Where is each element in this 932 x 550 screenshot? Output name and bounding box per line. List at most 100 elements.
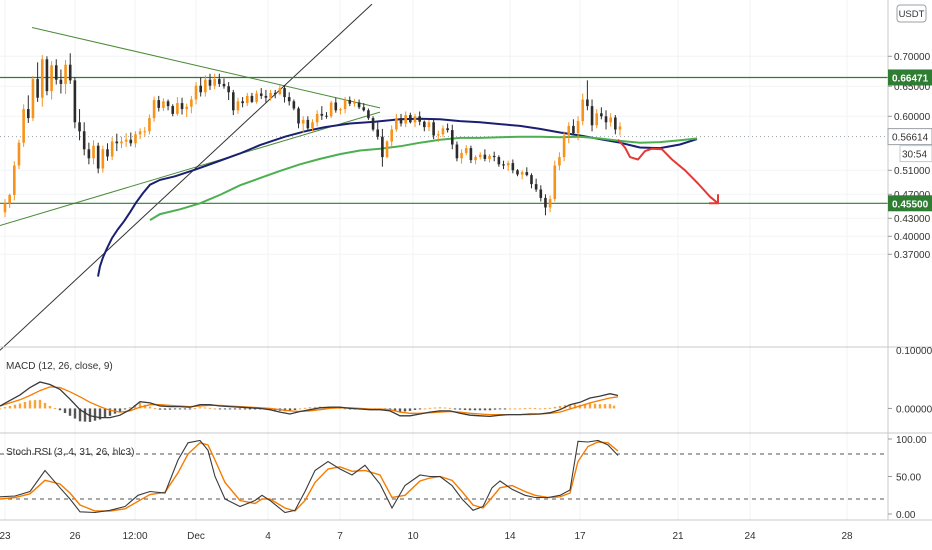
candle[interactable] [134,131,137,148]
candle[interactable] [343,97,347,114]
candle[interactable] [287,92,291,106]
candle[interactable] [618,122,622,136]
candle[interactable] [371,116,375,132]
candle[interactable] [218,73,221,87]
candle[interactable] [166,99,170,111]
price-pane[interactable] [0,3,888,351]
moving-average-line[interactable] [149,135,698,221]
candle[interactable] [432,119,435,140]
candle[interactable] [162,98,165,111]
candle[interactable] [115,133,119,152]
candle[interactable] [478,152,482,160]
candle[interactable] [460,149,463,164]
candle[interactable] [339,107,342,115]
candle[interactable] [544,194,547,216]
candle[interactable] [595,109,599,129]
candle[interactable] [539,185,543,202]
candle[interactable] [497,155,501,167]
candle[interactable] [609,113,612,127]
candle[interactable] [213,73,216,90]
trend-line[interactable] [0,111,381,226]
candle[interactable] [492,151,496,162]
candle[interactable] [171,104,175,117]
candle[interactable] [68,53,72,84]
candle[interactable] [190,95,193,114]
candle[interactable] [8,193,11,209]
candle[interactable] [264,89,268,103]
candle[interactable] [469,145,473,164]
candle[interactable] [409,112,412,124]
candle[interactable] [283,85,286,103]
candle[interactable] [17,139,21,170]
candle[interactable] [22,104,25,147]
candle[interactable] [292,99,296,111]
candle[interactable] [311,119,314,132]
trend-line[interactable] [31,27,381,109]
candle[interactable] [567,122,571,144]
candle[interactable] [502,160,505,170]
candle[interactable] [82,122,86,156]
candle[interactable] [180,97,184,115]
candle[interactable] [87,142,91,165]
candle[interactable] [40,55,44,107]
candle[interactable] [446,123,449,133]
candle[interactable] [36,62,39,102]
candle[interactable] [278,85,282,96]
candle[interactable] [194,82,198,105]
stoch-rsi-pane[interactable] [0,439,888,514]
moving-average-line[interactable] [97,117,698,277]
candle[interactable] [427,119,431,132]
trend-line[interactable] [0,3,373,351]
candle[interactable] [381,128,384,167]
candle[interactable] [385,140,389,159]
candle[interactable] [367,108,370,120]
candle[interactable] [273,89,277,99]
candle[interactable] [250,92,254,104]
candle[interactable] [450,124,454,150]
candle[interactable] [455,141,459,162]
candle[interactable] [464,145,468,156]
candle[interactable] [404,111,407,128]
candle[interactable] [73,77,77,129]
candle[interactable] [474,155,477,165]
macd-pane[interactable] [0,381,619,422]
currency-badge[interactable] [896,4,927,23]
stoch-d-line[interactable] [0,441,619,512]
candle[interactable] [600,107,603,120]
candle[interactable] [548,195,552,213]
candle[interactable] [199,77,202,97]
candle[interactable] [110,137,114,161]
candle[interactable] [101,145,105,173]
candle[interactable] [236,97,240,114]
candle[interactable] [558,152,561,171]
candle[interactable] [399,113,403,127]
candle[interactable] [483,149,487,162]
candle[interactable] [572,119,575,136]
candle[interactable] [78,109,81,141]
candle[interactable] [269,89,272,101]
candle[interactable] [488,154,491,163]
candle[interactable] [204,75,207,97]
candle[interactable] [124,133,128,147]
candle[interactable] [604,110,608,130]
candle[interactable] [185,103,189,117]
candle[interactable] [348,96,352,107]
candle[interactable] [506,160,510,171]
candle[interactable] [423,120,426,132]
candle[interactable] [3,199,7,218]
candle[interactable] [576,116,580,141]
candle[interactable] [325,112,328,119]
candle[interactable] [259,88,263,99]
candle[interactable] [353,98,356,107]
candle[interactable] [586,80,589,111]
candle[interactable] [418,111,421,126]
candle[interactable] [26,95,30,123]
candle[interactable] [534,178,538,192]
candle[interactable] [520,170,524,180]
projection-path[interactable] [617,139,719,205]
candle[interactable] [390,125,394,147]
candle[interactable] [511,159,515,174]
candle[interactable] [222,78,226,89]
candle[interactable] [376,122,380,140]
